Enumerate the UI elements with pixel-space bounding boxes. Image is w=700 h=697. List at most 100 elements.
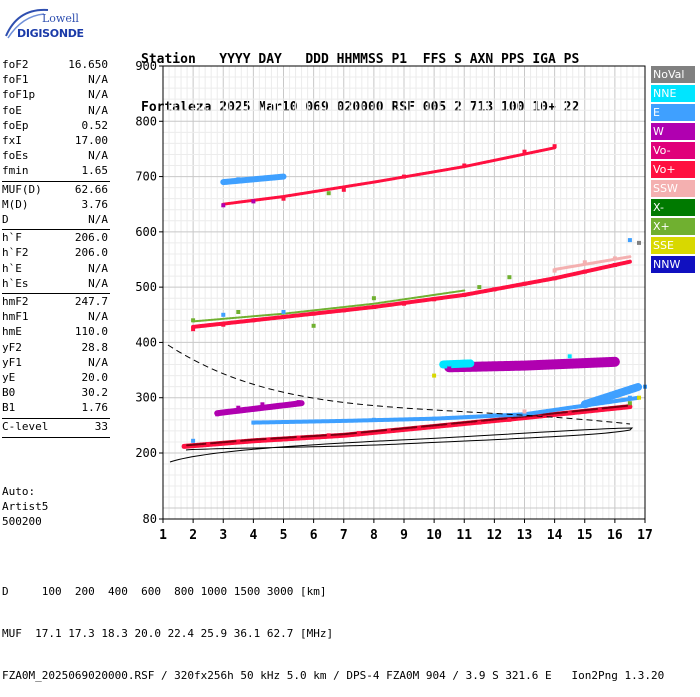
point-vo- xyxy=(462,163,467,168)
param-value: 206.0 xyxy=(74,246,108,260)
param-row: fmin 1.65 xyxy=(2,164,108,179)
point-w xyxy=(612,359,617,364)
point-vo- xyxy=(402,174,406,179)
header-labels: Station YYYY DAY DDD HHMMSS P1 FFS S AXN… xyxy=(141,52,580,67)
point-w xyxy=(567,361,572,366)
auto-program: Artist5 xyxy=(2,500,49,513)
y-tick-label: 600 xyxy=(135,225,157,239)
param-row: h`Es N/A xyxy=(2,277,108,292)
param-value: N/A xyxy=(88,310,108,324)
x-axis-ticks: 1 2 3 4 5 6 7 8 9 10 11 12 13 14 15 16 17 xyxy=(159,519,653,543)
param-value: 1.65 xyxy=(81,164,109,178)
point-vo- xyxy=(236,439,241,444)
x-tick-label: 4 xyxy=(249,528,257,543)
param-name: foE xyxy=(2,103,22,117)
param-separator xyxy=(2,229,110,231)
x-tick-label: 11 xyxy=(456,528,472,543)
point-w xyxy=(447,365,452,370)
point-x- xyxy=(477,285,482,290)
data-points xyxy=(182,144,647,449)
param-name: yE xyxy=(2,371,16,384)
point-x- xyxy=(371,296,376,301)
y-tick-label: 800 xyxy=(135,114,157,128)
param-row: B0 30.2 xyxy=(2,386,108,401)
auto-version: 500200 xyxy=(2,515,42,528)
param-value: N/A xyxy=(88,213,108,226)
point-vo- xyxy=(386,428,391,433)
trace-w-patch xyxy=(214,400,305,417)
point-vo- xyxy=(266,437,271,442)
point-sse xyxy=(637,395,641,400)
point-x- xyxy=(326,191,331,196)
point-vo- xyxy=(492,287,497,292)
param-value: 20.0 xyxy=(81,371,109,384)
footer-info: D 100 200 400 600 800 1000 1500 3000 [km… xyxy=(2,557,664,697)
x-tick-label: 12 xyxy=(487,528,503,543)
param-name: foF1 xyxy=(2,73,29,87)
y-tick-label: 200 xyxy=(135,446,157,460)
point-w xyxy=(260,402,265,407)
param-name: foEs xyxy=(2,149,29,163)
param-row: B1 1.76 xyxy=(2,401,108,416)
point-vo- xyxy=(552,144,557,149)
param-value: 33 xyxy=(94,419,108,433)
echo-traces xyxy=(181,146,643,449)
param-name: B1 xyxy=(2,401,16,415)
param-row: h`F 206.0 xyxy=(2,231,108,246)
trace-second-hop-x-plus xyxy=(192,289,466,323)
legend-item-nne: NNE xyxy=(651,85,695,102)
x-tick-label: 14 xyxy=(547,528,563,543)
point-w xyxy=(221,203,226,208)
param-row: D N/A xyxy=(2,213,108,228)
point-vo- xyxy=(402,301,406,306)
legend-item-x-: X+ xyxy=(651,218,695,235)
param-row: C-level 33 xyxy=(2,420,108,435)
point-vo- xyxy=(462,292,467,297)
point-e xyxy=(281,310,286,314)
param-row: foEs N/A xyxy=(2,149,108,164)
point-vo- xyxy=(552,276,557,281)
param-name: C-level xyxy=(2,419,49,433)
param-value: N/A xyxy=(88,276,108,290)
point-vo- xyxy=(326,433,331,438)
x-tick-label: 6 xyxy=(310,528,318,543)
legend-item-ssw: SSW xyxy=(651,180,695,197)
point-vo- xyxy=(522,281,527,286)
trace-third-hop-vo-plus xyxy=(221,146,557,206)
param-value: N/A xyxy=(88,103,108,117)
point-w xyxy=(236,405,241,410)
param-separator xyxy=(2,180,110,182)
point-vo- xyxy=(341,308,346,313)
legend-item-x-: X- xyxy=(651,199,695,216)
point-vo- xyxy=(371,305,376,309)
point-e xyxy=(236,177,241,182)
param-name: fmin xyxy=(2,164,29,178)
point-e xyxy=(492,413,497,418)
param-name: M(D) xyxy=(2,197,29,211)
point-vo- xyxy=(281,315,286,319)
param-value: 16.650 xyxy=(68,58,108,71)
point-ssw xyxy=(522,409,527,414)
param-row: yF2 28.8 xyxy=(2,341,108,356)
param-row: M(D) 3.76 xyxy=(2,198,108,213)
point-vo- xyxy=(507,417,512,422)
point-e xyxy=(251,420,256,425)
param-row: foEp 0.52 xyxy=(2,119,108,134)
param-value: 247.7 xyxy=(74,295,108,308)
x-tick-label: 17 xyxy=(637,528,653,543)
param-row: foF1p N/A xyxy=(2,88,108,103)
param-value: 17.00 xyxy=(74,134,108,147)
param-name: yF1 xyxy=(2,355,22,369)
point-x- xyxy=(191,318,196,323)
param-name: foF2 xyxy=(2,58,29,71)
param-row: yF1 N/A xyxy=(2,356,108,371)
point-vo- xyxy=(582,269,587,274)
param-row: h`E N/A xyxy=(2,262,108,277)
param-name: hmE xyxy=(2,325,22,339)
point-x- xyxy=(507,275,512,280)
param-value: N/A xyxy=(88,355,108,369)
point-vo- xyxy=(417,426,422,431)
point-vo- xyxy=(477,420,482,425)
trace-e-thick xyxy=(580,382,643,409)
param-value: 28.8 xyxy=(81,340,109,354)
